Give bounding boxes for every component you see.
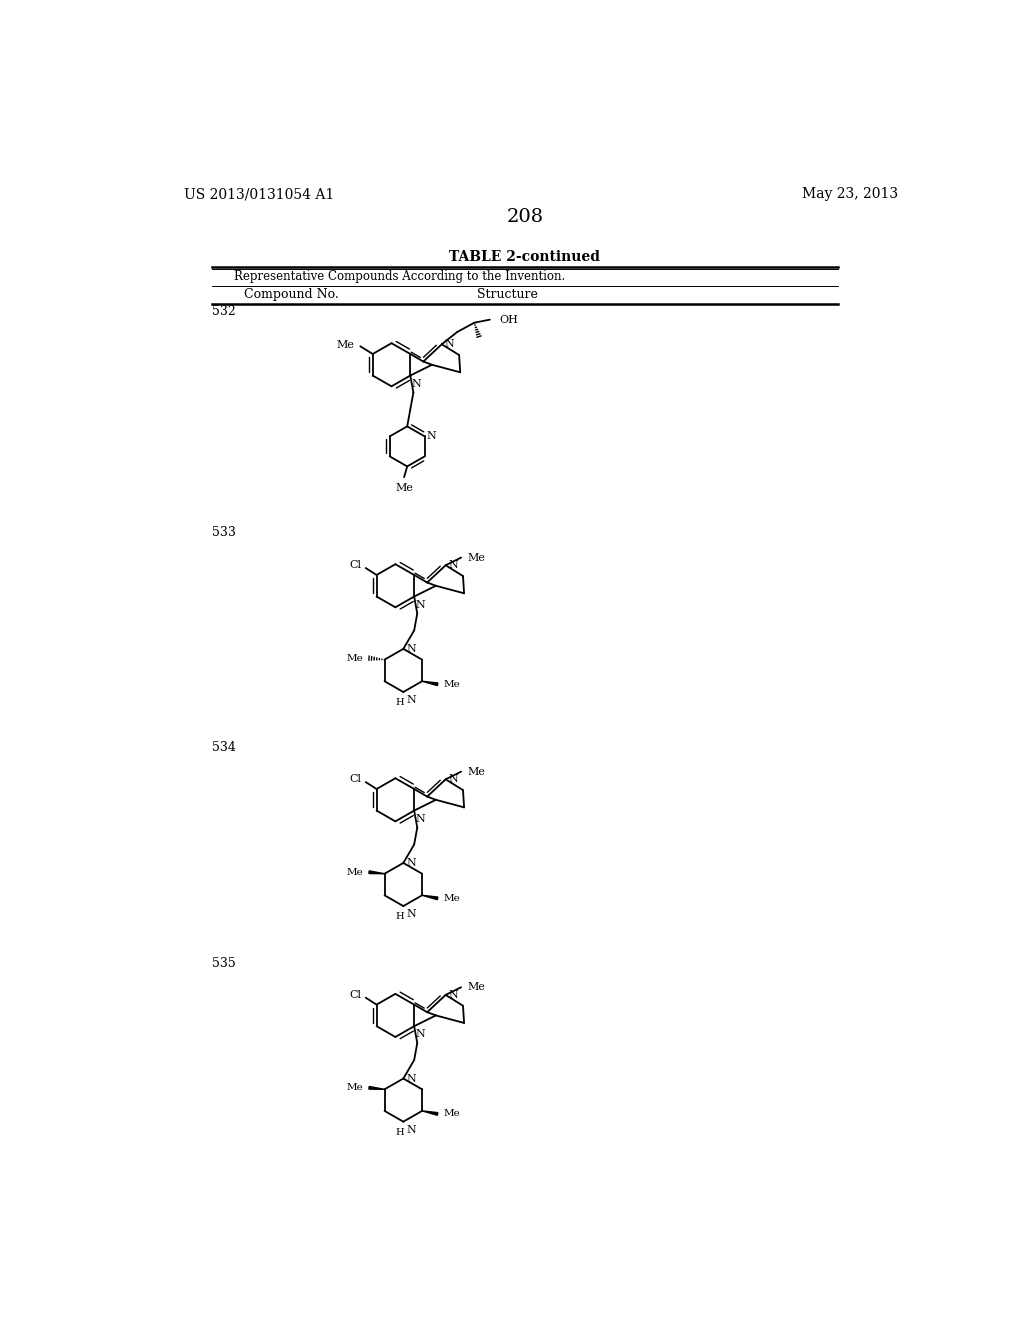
Text: Structure: Structure xyxy=(477,288,539,301)
Text: Me: Me xyxy=(467,982,485,993)
Text: Me: Me xyxy=(443,894,461,903)
Polygon shape xyxy=(369,871,385,874)
Text: 208: 208 xyxy=(506,207,544,226)
Text: H: H xyxy=(395,1127,403,1137)
Text: Me: Me xyxy=(346,653,362,663)
Text: 535: 535 xyxy=(212,957,236,970)
Text: May 23, 2013: May 23, 2013 xyxy=(802,187,898,202)
Text: Compound No.: Compound No. xyxy=(245,288,339,301)
Text: H: H xyxy=(395,698,403,708)
Text: TABLE 2-continued: TABLE 2-continued xyxy=(450,249,600,264)
Text: N: N xyxy=(407,644,416,653)
Text: Representative Compounds According to the Invention.: Representative Compounds According to th… xyxy=(233,271,565,282)
Text: Me: Me xyxy=(346,1084,362,1092)
Text: N: N xyxy=(416,813,425,824)
Polygon shape xyxy=(422,1111,438,1115)
Text: H: H xyxy=(395,912,403,921)
Text: Me: Me xyxy=(395,483,413,494)
Text: US 2013/0131054 A1: US 2013/0131054 A1 xyxy=(183,187,334,202)
Polygon shape xyxy=(369,1086,385,1089)
Text: N: N xyxy=(444,339,455,350)
Text: N: N xyxy=(407,1125,416,1135)
Text: N: N xyxy=(449,560,459,570)
Text: N: N xyxy=(407,1073,416,1084)
Text: N: N xyxy=(427,432,436,441)
Polygon shape xyxy=(422,681,438,685)
Text: 534: 534 xyxy=(212,742,236,754)
Text: Me: Me xyxy=(443,1110,461,1118)
Polygon shape xyxy=(422,895,438,900)
Text: 533: 533 xyxy=(212,525,236,539)
Text: N: N xyxy=(449,775,459,784)
Text: N: N xyxy=(416,1030,425,1039)
Text: N: N xyxy=(407,858,416,869)
Text: Me: Me xyxy=(467,767,485,776)
Text: N: N xyxy=(412,379,422,388)
Text: 532: 532 xyxy=(212,305,236,318)
Text: N: N xyxy=(407,696,416,705)
Text: Me: Me xyxy=(443,680,461,689)
Text: N: N xyxy=(407,909,416,919)
Text: Cl: Cl xyxy=(349,560,361,570)
Text: Cl: Cl xyxy=(349,774,361,784)
Text: Me: Me xyxy=(346,867,362,876)
Text: Cl: Cl xyxy=(349,990,361,999)
Text: N: N xyxy=(449,990,459,1001)
Text: Me: Me xyxy=(336,339,354,350)
Text: OH: OH xyxy=(499,314,518,325)
Text: N: N xyxy=(416,599,425,610)
Text: Me: Me xyxy=(467,553,485,562)
